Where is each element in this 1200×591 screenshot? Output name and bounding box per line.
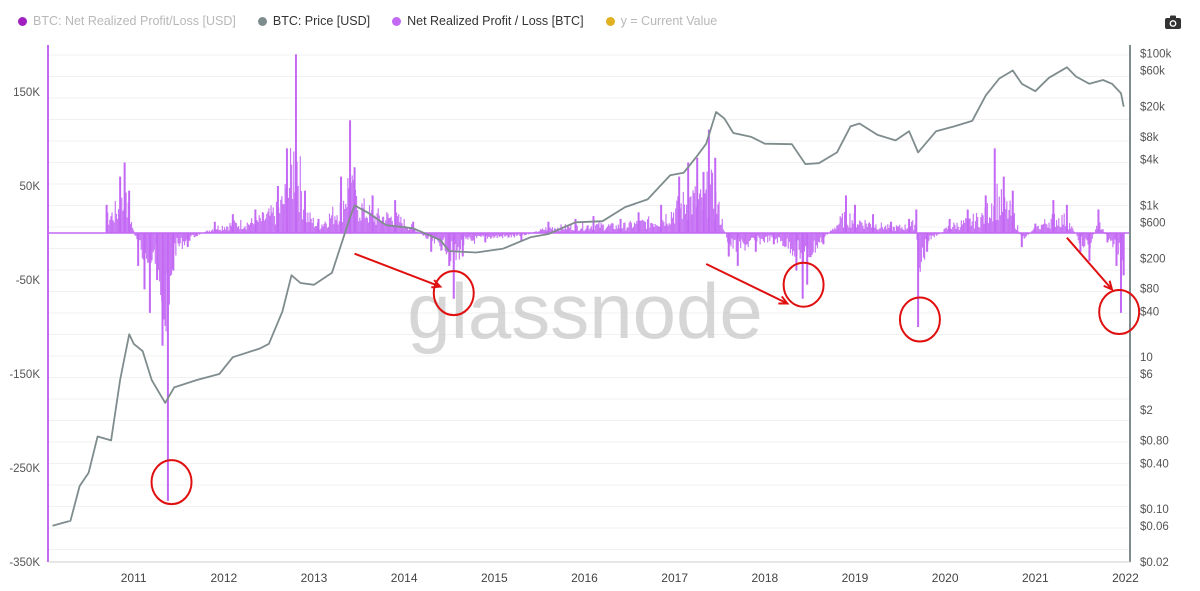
left-tick-label: -350K [9, 557, 40, 569]
x-tick-label: 2022 [1112, 571, 1139, 585]
right-tick-label: $60k [1140, 65, 1165, 77]
right-tick-label: $20k [1140, 102, 1165, 114]
right-tick-label: $0.80 [1140, 435, 1169, 447]
x-tick-label: 2013 [301, 571, 328, 585]
right-tick-label: $8k [1140, 132, 1159, 144]
x-tick-label: 2015 [481, 571, 508, 585]
right-tick-label: $200 [1140, 253, 1166, 265]
left-tick-label: -150K [9, 369, 40, 381]
x-tick-label: 2017 [661, 571, 688, 585]
legend-dot-price [257, 16, 267, 26]
legend-item-usd-profit-loss[interactable]: BTC: Net Realized Profit/Loss [USD] [18, 14, 236, 28]
x-tick-label: 2014 [391, 571, 418, 585]
right-tick-label: $0.40 [1140, 458, 1169, 470]
price-series [52, 66, 1125, 527]
legend-label: y = Current Value [620, 14, 718, 28]
right-tick-label: $80 [1140, 284, 1159, 296]
legend-item-btc-profit-loss[interactable]: Net Realized Profit / Loss [BTC] [392, 14, 584, 28]
legend-dot-btc-profit-loss [392, 16, 402, 26]
x-tick-label: 2016 [571, 571, 598, 585]
price-line [52, 66, 1125, 527]
legend-item-price[interactable]: BTC: Price [USD] [257, 14, 371, 28]
highlight-ellipse [898, 296, 941, 343]
chart-legend: BTC: Net Realized Profit/Loss [USD] BTC:… [18, 14, 717, 28]
right-tick-label: $2 [1140, 405, 1153, 417]
legend-item-current-value[interactable]: y = Current Value [605, 14, 718, 28]
right-tick-label: $0.06 [1140, 521, 1169, 533]
x-tick-label: 2021 [1022, 571, 1049, 585]
right-tick-label: $40 [1140, 307, 1159, 319]
right-tick-label: $1k [1140, 200, 1159, 212]
right-tick-label: 10 [1140, 352, 1153, 364]
chart-axes [47, 45, 1131, 563]
legend-label: Net Realized Profit / Loss [BTC] [407, 14, 584, 28]
watermark: glassnode [407, 267, 763, 355]
right-tick-label: $6 [1140, 369, 1153, 381]
right-tick-label: $0.02 [1140, 557, 1169, 569]
legend-label: BTC: Net Realized Profit/Loss [USD] [33, 14, 236, 28]
left-tick-label: 50K [20, 181, 41, 193]
annotation-arrowhead [778, 295, 790, 305]
x-tick-label: 2018 [751, 571, 778, 585]
x-tick-label: 2020 [932, 571, 959, 585]
left-axis-ticks: 150K 50K -50K -150K -250K -350K [9, 87, 40, 569]
x-tick-label: 2019 [842, 571, 869, 585]
right-tick-label: $4k [1140, 155, 1159, 167]
x-axis-ticks: 2011 2012 2013 2014 2015 2016 2017 2018 2019 2020… [121, 571, 1139, 585]
x-tick-label: 2011 [121, 571, 147, 585]
legend-dot-usd-profit-loss [18, 16, 27, 26]
legend-label: BTC: Price [USD] [272, 14, 371, 28]
left-tick-label: -250K [9, 463, 40, 475]
right-tick-label: $100k [1140, 49, 1172, 61]
annotation-arrow [1066, 237, 1113, 291]
annotation-arrowhead [1103, 280, 1114, 292]
left-tick-label: 150K [13, 87, 40, 99]
right-tick-label: $0.10 [1140, 504, 1169, 516]
annotation-arrowhead [431, 279, 443, 289]
camera-icon[interactable] [1164, 14, 1182, 30]
legend-dot-current-value [605, 16, 615, 26]
left-tick-label: -50K [16, 275, 41, 287]
annotations [150, 237, 1141, 506]
annotation-arrow [705, 263, 788, 305]
highlight-ellipse [150, 459, 193, 506]
annotation-arrow [354, 252, 441, 288]
highlight-ellipse [782, 261, 825, 308]
highlight-ellipse [432, 270, 475, 317]
right-tick-label: $600 [1140, 217, 1166, 229]
x-tick-label: 2012 [210, 571, 237, 585]
highlight-ellipse [1098, 288, 1141, 335]
right-axis-ticks: $100k $60k $20k $8k $4k $1k $600 $200 $80 $40 10 $6… [1140, 49, 1172, 569]
